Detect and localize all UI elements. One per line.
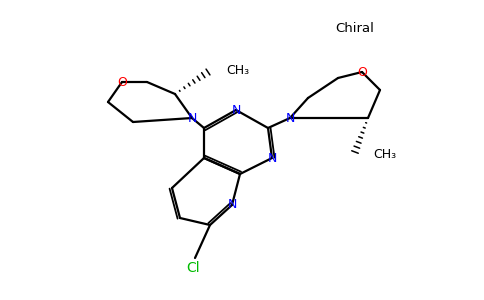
Text: O: O bbox=[117, 76, 127, 88]
Text: Cl: Cl bbox=[186, 261, 200, 275]
Text: N: N bbox=[231, 103, 241, 116]
Text: N: N bbox=[267, 152, 277, 164]
Text: N: N bbox=[227, 199, 237, 212]
Text: CH₃: CH₃ bbox=[373, 148, 396, 160]
Text: N: N bbox=[187, 112, 197, 124]
Text: Chiral: Chiral bbox=[335, 22, 375, 34]
Text: O: O bbox=[357, 65, 367, 79]
Text: N: N bbox=[285, 112, 295, 124]
Text: CH₃: CH₃ bbox=[226, 64, 249, 76]
